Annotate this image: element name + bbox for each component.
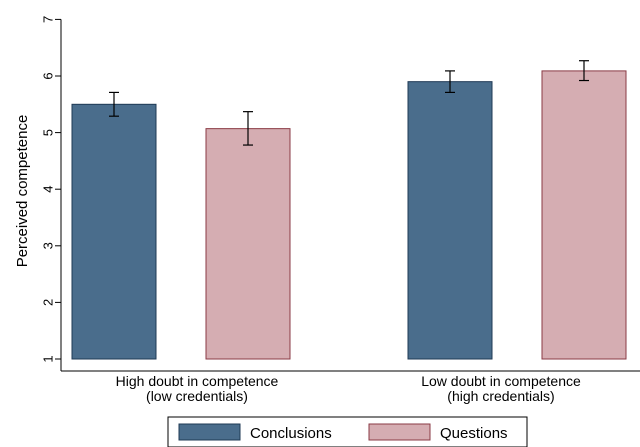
legend-swatch (178, 423, 241, 441)
y-tick-label: 7 (41, 16, 56, 23)
y-tick-label: 3 (41, 242, 56, 249)
x-category-label: High doubt in competence (116, 373, 279, 389)
bar-conclusions-0 (71, 103, 157, 360)
y-tick-label: 1 (41, 355, 56, 362)
bar-questions-0 (205, 128, 291, 360)
legend-swatch (368, 423, 431, 441)
y-tick-label: 6 (41, 72, 56, 79)
x-axis: High doubt in competence(low credentials… (61, 370, 640, 404)
y-tick-label: 2 (41, 299, 56, 306)
error-bar (445, 70, 455, 94)
legend-label: Conclusions (250, 425, 332, 442)
error-bar (579, 60, 589, 82)
error-bar (243, 111, 253, 146)
bar-conclusions-1 (407, 81, 493, 360)
x-category-label: (high credentials) (447, 388, 554, 404)
bars (71, 70, 627, 360)
bar-questions-1 (541, 70, 627, 360)
legend-label: Questions (440, 425, 508, 442)
error-bars (109, 60, 589, 146)
y-axis: 1 2 3 4 5 6 7 (41, 16, 62, 371)
x-category-label: (low credentials) (146, 388, 248, 404)
y-axis-label: Perceived competence (14, 115, 31, 268)
error-bar (109, 91, 119, 117)
x-category-label: Low doubt in competence (421, 373, 581, 389)
legend: Conclusions Questions (167, 416, 528, 447)
y-tick-label: 5 (41, 129, 56, 136)
y-tick-label: 4 (41, 186, 56, 193)
